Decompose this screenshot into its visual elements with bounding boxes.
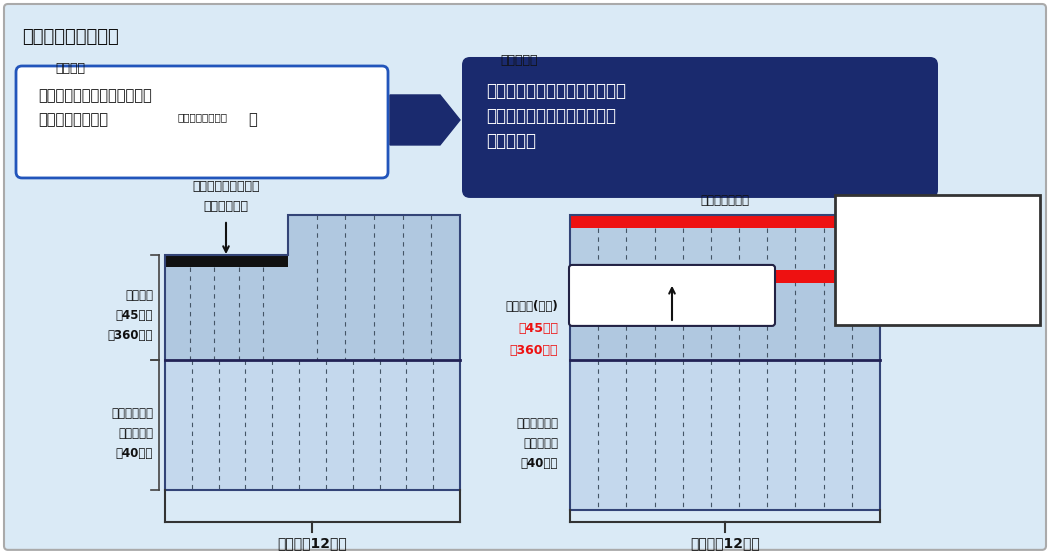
Text: 週40時間: 週40時間 bbox=[521, 457, 558, 470]
Bar bbox=[570, 215, 880, 270]
Text: ・月100時間未満＊: ・月100時間未満＊ bbox=[841, 269, 920, 282]
Bar bbox=[165, 255, 288, 360]
Text: ・年720時間: ・年720時間 bbox=[841, 225, 898, 238]
Bar bbox=[570, 270, 880, 360]
Text: 法律上は、残業時間の上限が: 法律上は、残業時間の上限が bbox=[38, 88, 152, 103]
Text: ＊休日労働を含む: ＊休日労働を含む bbox=[841, 291, 911, 301]
FancyBboxPatch shape bbox=[16, 66, 388, 178]
Bar bbox=[570, 360, 880, 510]
Text: （改正後）: （改正後） bbox=[500, 54, 538, 67]
Text: これを超える残業はできなく: これを超える残業はできなく bbox=[486, 107, 616, 125]
Text: １日８時間: １日８時間 bbox=[118, 427, 153, 440]
Bar bbox=[165, 360, 460, 490]
Text: 週40時間: 週40時間 bbox=[116, 447, 153, 460]
FancyBboxPatch shape bbox=[569, 265, 775, 326]
Text: 法定労働時間: 法定労働時間 bbox=[516, 417, 558, 430]
Text: 法定労働時間: 法定労働時間 bbox=[111, 407, 153, 420]
Text: （現在）: （現在） bbox=[55, 62, 85, 75]
Text: ポイント１イメージ: ポイント１イメージ bbox=[22, 28, 119, 46]
Text: 。: 。 bbox=[248, 112, 257, 127]
Text: １日８時間: １日８時間 bbox=[523, 437, 558, 450]
Text: 残業時間(原則): 残業時間(原則) bbox=[505, 300, 558, 313]
FancyBboxPatch shape bbox=[4, 4, 1046, 550]
Text: 残業時間: 残業時間 bbox=[125, 289, 153, 302]
Text: 法律による上限（例外）: 法律による上限（例外） bbox=[841, 203, 914, 213]
Text: 月45時間: 月45時間 bbox=[116, 309, 153, 322]
Text: 大臣告示による上限: 大臣告示による上限 bbox=[192, 180, 259, 193]
Text: １年間＝12か月: １年間＝12か月 bbox=[690, 536, 760, 550]
Bar bbox=[288, 215, 460, 360]
Text: 月45時間: 月45時間 bbox=[518, 322, 558, 335]
Bar bbox=[570, 270, 880, 283]
Bar bbox=[570, 215, 880, 228]
Bar bbox=[165, 255, 288, 267]
Text: 法律による上限(原則): 法律による上限(原則) bbox=[633, 289, 711, 301]
Text: （行政指導のみ）: （行政指導のみ） bbox=[178, 112, 228, 122]
FancyBboxPatch shape bbox=[462, 57, 938, 198]
Text: ・複数月平均80時間＊: ・複数月平均80時間＊ bbox=[841, 247, 926, 260]
Text: 年360時間: 年360時間 bbox=[509, 344, 558, 357]
Text: （行政指導）: （行政指導） bbox=[204, 200, 249, 213]
Bar bbox=[835, 195, 1040, 325]
Text: １年間＝12か月: １年間＝12か月 bbox=[277, 536, 346, 550]
Text: 年360時間: 年360時間 bbox=[107, 329, 153, 342]
Text: なります。: なります。 bbox=[486, 132, 536, 150]
Polygon shape bbox=[390, 95, 460, 145]
Text: ありませんでした: ありませんでした bbox=[38, 112, 108, 127]
Text: 法律で残業時間の上限を定め、: 法律で残業時間の上限を定め、 bbox=[486, 82, 626, 100]
Text: 年間６か月まで: 年間６か月まで bbox=[700, 194, 750, 207]
